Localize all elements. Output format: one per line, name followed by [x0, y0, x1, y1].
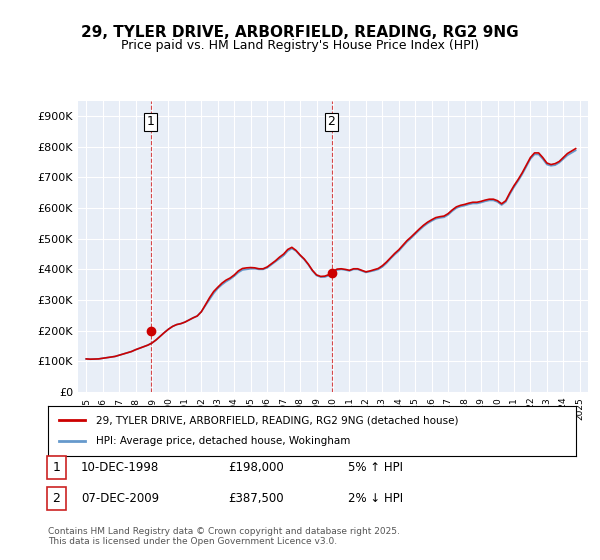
Text: 5% ↑ HPI: 5% ↑ HPI	[348, 461, 403, 474]
Text: 07-DEC-2009: 07-DEC-2009	[81, 492, 159, 505]
Text: Price paid vs. HM Land Registry's House Price Index (HPI): Price paid vs. HM Land Registry's House …	[121, 39, 479, 52]
Text: 2% ↓ HPI: 2% ↓ HPI	[348, 492, 403, 505]
Text: HPI: Average price, detached house, Wokingham: HPI: Average price, detached house, Woki…	[95, 436, 350, 446]
Text: £198,000: £198,000	[228, 461, 284, 474]
Text: 2: 2	[327, 115, 335, 128]
Text: 2: 2	[52, 492, 61, 505]
Text: 1: 1	[52, 461, 61, 474]
Text: 1: 1	[146, 115, 154, 128]
Text: 29, TYLER DRIVE, ARBORFIELD, READING, RG2 9NG: 29, TYLER DRIVE, ARBORFIELD, READING, RG…	[81, 25, 519, 40]
Text: 10-DEC-1998: 10-DEC-1998	[81, 461, 159, 474]
Text: Contains HM Land Registry data © Crown copyright and database right 2025.
This d: Contains HM Land Registry data © Crown c…	[48, 526, 400, 546]
Text: £387,500: £387,500	[228, 492, 284, 505]
Text: 29, TYLER DRIVE, ARBORFIELD, READING, RG2 9NG (detached house): 29, TYLER DRIVE, ARBORFIELD, READING, RG…	[95, 415, 458, 425]
